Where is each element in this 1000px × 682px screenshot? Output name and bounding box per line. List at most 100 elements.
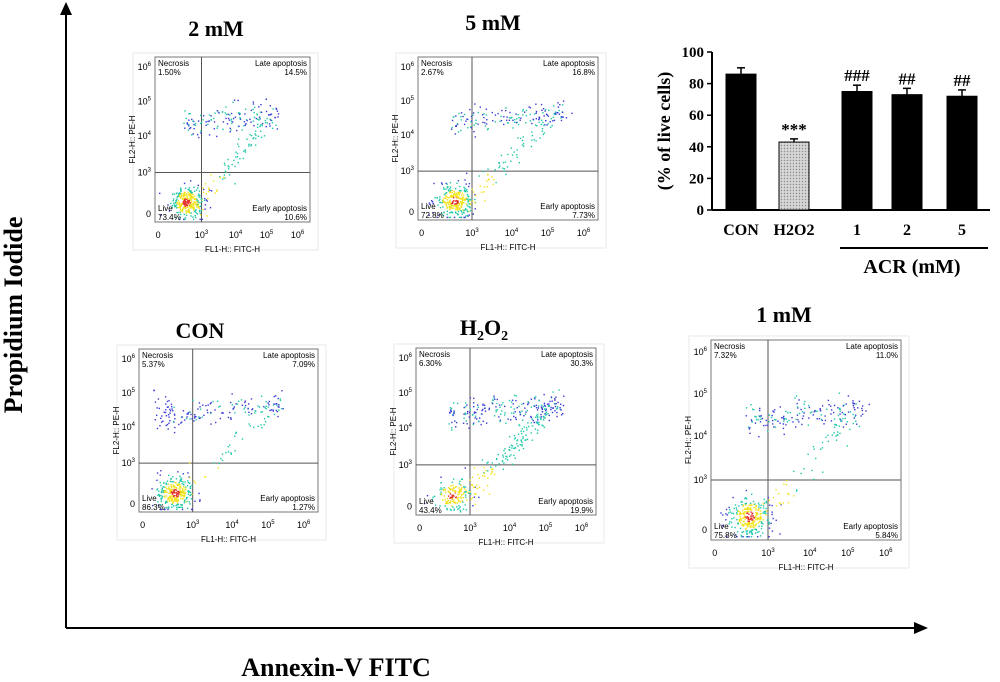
x-tick-label: 0 [712,548,717,558]
x-tick-label: 103 [465,228,479,238]
bar-con [725,73,757,211]
bar-h2o2 [778,141,810,211]
quadrant-early-label: Early apoptosis [260,494,315,503]
scatter-dots [151,389,284,511]
x-tick-label: 105 [261,520,275,530]
y-tick-label: 104 [401,130,415,140]
y-tick-label: 0 [407,502,412,512]
quadrant-late-value: 16.8% [572,68,595,77]
x-tick-label: 105 [539,523,553,533]
panel-title: 1 mM [756,302,812,327]
quadrant-late-value: 11.0% [876,351,898,360]
quadrant-necrosis-value: 5.37% [142,360,165,369]
bar-chart: 0 20 40 60 80 100 (% of live cells) CON *** H2O2 #… [654,45,990,278]
x-tick-label: 0 [156,230,161,240]
y-tick-label: 106 [694,347,708,357]
panel-title: H2O2 [460,315,508,344]
x-tick-label: 105 [260,230,274,240]
y-tick-label: 106 [122,354,136,364]
outer-y-arrow-icon [60,2,72,15]
plot-x-axis-label: FL1-H:: FITC-H [480,243,535,252]
plot-y-axis-label: FL2-H:: PE-H [389,407,398,455]
quadrant-late-label: Late apoptosis [541,350,593,359]
x-tick-label: 103 [186,520,200,530]
significance-label: ## [899,69,917,88]
plot-y-axis-label: FL2-H:: PE-H [684,416,693,464]
y-tick-label: 104 [694,431,708,441]
panel-title-sub2: 2 [501,329,508,344]
quadrant-live-label: Live [421,202,436,211]
scatter-dots [159,98,280,221]
panel-title-main: 2 mM [188,16,244,41]
bar-y-tick-label: 20 [689,171,704,187]
quadrant-live-value: 43.4% [419,506,442,515]
x-tick-label: 0 [417,523,422,533]
x-tick-label: 104 [229,230,243,240]
quadrant-early-value: 19.9% [570,506,593,515]
quadrant-necrosis-value: 7.32% [714,351,737,360]
panel-frame [393,343,605,544]
bar-x-tick-label: 5 [958,222,966,239]
y-tick-label: 105 [138,97,152,107]
x-tick-label: 103 [195,230,209,240]
quadrant-early-value: 10.6% [284,213,307,222]
bar-1 [841,91,873,211]
quadrant-live-value: 75.8% [714,531,737,540]
quadrant-early-value: 1.27% [292,503,315,512]
bar-y-tick-label: 0 [697,203,705,219]
outer-x-arrow-icon [914,622,928,634]
panel-title-main: 5 mM [465,10,521,35]
x-tick-label: 106 [577,228,591,238]
plot-area [138,348,319,513]
bar-y-tick-label: 100 [682,45,705,61]
scatter-dots [428,100,573,219]
y-tick-label: 105 [122,388,136,398]
quadrant-early-value: 5.84% [875,531,898,540]
x-tick-label: 105 [841,548,855,558]
y-tick-label: 104 [399,423,413,433]
significance-label: ### [844,66,870,85]
quadrant-early-label: Early apoptosis [538,497,593,506]
plot-area [154,56,311,223]
panel-frame [116,344,327,541]
panel-title-main: H [460,315,477,340]
quadrant-early-label: Early apoptosis [252,204,307,213]
panel-title: 2 mM [188,16,244,41]
y-tick-label: 103 [122,458,136,468]
panel-title-sub: 2 [477,329,484,344]
bar-5 [946,95,978,211]
significance-label: ## [954,71,972,90]
plot-area [417,56,599,221]
bar-x-tick-label: CON [723,222,759,239]
quadrant-late-value: 14.5% [284,68,307,77]
plot-y-axis-label: FL2-H:: PE-H [391,114,400,162]
x-tick-label: 104 [225,520,239,530]
quadrant-live-value: 72.8% [421,211,444,220]
y-tick-label: 106 [401,62,415,72]
quadrant-necrosis-label: Necrosis [714,342,745,351]
y-tick-label: 0 [130,499,135,509]
quadrant-early-label: Early apoptosis [843,522,898,531]
acr-group-label: ACR (mM) [863,256,960,278]
panel-frame [132,52,319,251]
quadrant-live-value: 73.4% [158,213,181,222]
quadrant-necrosis-label: Necrosis [158,59,189,68]
outer-axes [60,2,928,634]
outer-y-label: Propidium Iodide [0,217,28,414]
panel-title-main: 1 mM [756,302,812,327]
quadrant-necrosis-value: 2.67% [421,68,444,77]
bar-y-axis-label: (% of live cells) [654,72,675,190]
y-tick-label: 103 [138,168,152,178]
plot-x-axis-label: FL1-H:: FITC-H [778,563,833,572]
panel-title: 5 mM [465,10,521,35]
x-tick-label: 104 [803,548,817,558]
significance-label: *** [781,120,807,139]
quadrant-necrosis-label: Necrosis [419,350,450,359]
y-tick-label: 0 [702,525,707,535]
x-tick-label: 103 [463,523,477,533]
outer-x-label: Annexin-V FITC [241,653,431,682]
